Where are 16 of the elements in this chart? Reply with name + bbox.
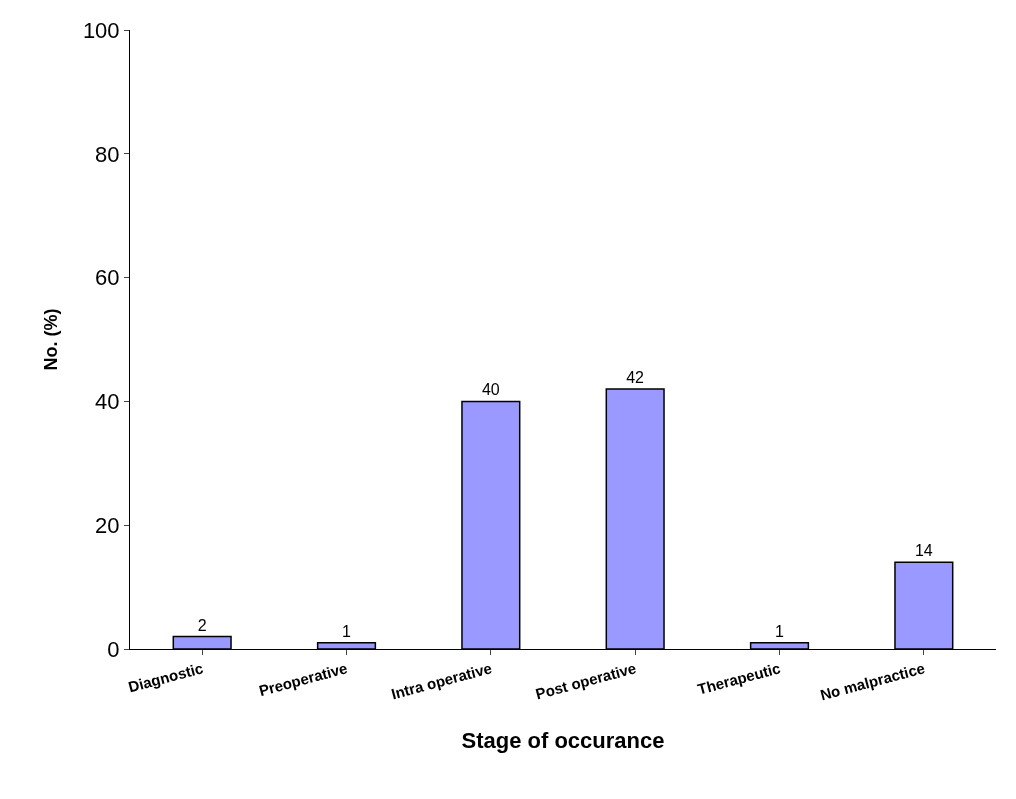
y-tick-label: 20 [95,512,120,538]
y-tick-label: 0 [107,636,120,662]
data-label: 2 [197,616,207,634]
y-tick-label: 60 [95,265,120,291]
y-tick-label: 100 [82,17,120,43]
data-label: 1 [775,622,784,640]
data-label: 42 [626,369,645,387]
data-label: 14 [914,542,933,560]
y-tick-label: 80 [95,141,120,167]
y-axis-title: No. (%) [41,308,62,371]
data-label: 40 [481,381,500,399]
x-tick-label: Intra operative [389,659,494,703]
x-axis-title: Stage of occurance [461,728,665,754]
x-tick-label: Post operative [533,659,638,703]
data-label: 1 [342,622,351,640]
y-tick-label: 40 [95,389,120,415]
